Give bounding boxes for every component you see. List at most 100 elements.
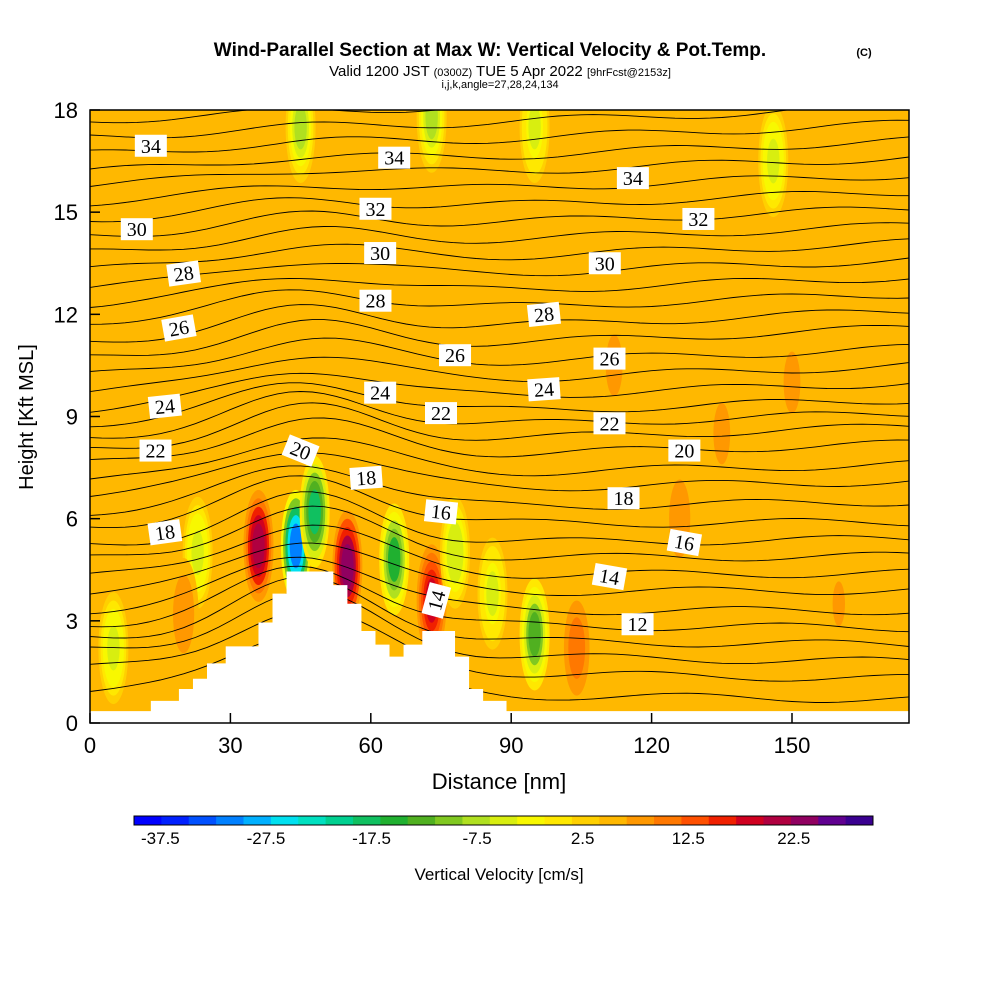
isentrope-line xyxy=(90,437,909,480)
contour-label-text: 22 xyxy=(431,403,451,425)
isentrope-line xyxy=(90,110,791,139)
contour-label: 18 xyxy=(607,487,640,510)
y-axis-ticks: 0 3 6 9 12 15 18 xyxy=(54,98,100,736)
contour-label-text: 34 xyxy=(141,136,161,158)
colorbar-swatch xyxy=(352,816,381,825)
chart-subtitle-indices: i,j,k,angle=27,28,24,134 xyxy=(441,79,558,91)
colorbar-tick-label: -17.5 xyxy=(352,829,391,848)
w-anomaly-cell xyxy=(388,537,401,582)
contour-label-text: 26 xyxy=(167,316,191,341)
w-anomaly-cell xyxy=(107,625,120,671)
contour-label-box xyxy=(423,499,459,525)
contour-label-text: 34 xyxy=(384,148,404,170)
contour-label-box xyxy=(147,393,182,419)
colorbar-swatch xyxy=(188,816,217,825)
w-anomaly-cell xyxy=(528,110,541,150)
contour-label-box xyxy=(364,381,397,404)
contour-label-box xyxy=(425,402,457,425)
contour-label-box xyxy=(666,528,703,557)
colorbar-swatch xyxy=(818,816,847,825)
w-anomaly-cell xyxy=(425,110,438,140)
w-anomaly-cell xyxy=(448,530,462,576)
contour-labels: 34 34 34 32 32 30 30 30 28 28 28 26 26 26 24 24 24 22 22 22… xyxy=(120,134,715,636)
contour-label-box xyxy=(281,434,320,467)
contour-label: 28 xyxy=(526,301,562,327)
isentrope-line xyxy=(90,491,909,546)
colorbar-swatch xyxy=(407,816,436,825)
isentrope-line xyxy=(90,608,909,682)
isentrope-line xyxy=(90,590,909,665)
colorbar-swatch xyxy=(626,816,655,825)
isentrope-line xyxy=(90,136,909,170)
colorbar-swatch xyxy=(270,816,299,825)
colorbar-swatch xyxy=(462,816,491,825)
subtitle-utc: (0300Z) xyxy=(434,67,473,79)
contour-label-text: 28 xyxy=(365,291,385,313)
contour-label-box xyxy=(439,344,472,367)
colorbar-swatch xyxy=(599,816,628,825)
colorbar-swatch xyxy=(544,816,573,825)
contour-label-text: 28 xyxy=(533,303,555,327)
colorbar-swatch xyxy=(380,816,409,825)
w-anomaly-cell xyxy=(673,496,686,542)
contour-label: 18 xyxy=(147,519,183,546)
contour-label-text: 24 xyxy=(370,383,390,405)
contour-label-text: 32 xyxy=(688,209,708,231)
colorbar-swatch xyxy=(134,816,162,825)
isentrope-line xyxy=(90,524,909,579)
contour-label-text: 26 xyxy=(599,349,619,371)
plot-area: 34 34 34 32 32 30 30 30 28 28 28 26 26 26 24 24 24 22 22 22… xyxy=(90,110,909,723)
isentrope-line xyxy=(90,452,909,497)
colorbar-swatch xyxy=(216,816,244,825)
y-tick-label: 15 xyxy=(54,200,78,225)
contour-label: 18 xyxy=(349,465,383,490)
isentrope-line xyxy=(90,505,909,562)
contour-label: 20 xyxy=(668,439,701,463)
isentrope-line xyxy=(90,475,909,529)
isentrope-line xyxy=(90,556,909,616)
contour-label-text: 30 xyxy=(127,219,147,241)
colorbar-label: Vertical Velocity [cm/s] xyxy=(414,865,583,884)
colorbar-tick-labels: -37.5 -27.5 -17.5 -7.5 2.5 12.5 22.5 xyxy=(141,829,810,848)
w-anomaly-cell xyxy=(832,581,845,627)
contour-label: 32 xyxy=(359,197,392,221)
colorbar-swatch xyxy=(325,816,354,825)
isentrope-line xyxy=(90,257,909,288)
contour-label-box xyxy=(161,314,197,342)
colorbar-swatch xyxy=(571,816,600,825)
contour-label-box xyxy=(120,218,153,241)
isentrope-line xyxy=(90,565,909,633)
w-anomaly-cell xyxy=(308,489,321,535)
contour-label: 26 xyxy=(439,344,472,367)
contour-label-text: 32 xyxy=(365,199,385,221)
contour-label: 30 xyxy=(588,252,621,275)
isentrope-line xyxy=(90,542,909,597)
contour-label: 12 xyxy=(621,613,654,636)
colorbar-tick-label: -37.5 xyxy=(141,829,180,848)
contour-label-box xyxy=(668,439,701,462)
colorbar-swatch xyxy=(435,816,463,825)
subtitle-date: TUE 5 Apr 2022 xyxy=(476,63,583,80)
w-anomaly-cell xyxy=(570,625,583,671)
contour-label-box xyxy=(616,167,649,190)
isentrope-line xyxy=(90,576,909,648)
contour-label-box xyxy=(621,613,654,636)
w-anomaly-cell xyxy=(294,110,307,150)
w-anomaly-cell xyxy=(767,138,780,184)
contour-label: 16 xyxy=(666,528,703,557)
isentrope-line xyxy=(90,222,909,251)
w-anomaly-cell xyxy=(486,571,499,616)
contour-label: 30 xyxy=(364,242,397,265)
contour-label-box xyxy=(166,260,201,287)
contour-label-box xyxy=(421,582,452,619)
contour-label-box xyxy=(359,289,392,312)
colorbar-swatch xyxy=(243,816,272,825)
isentrope-line xyxy=(90,289,909,325)
colorbar-tick-label: 12.5 xyxy=(672,829,705,848)
contour-label-text: 30 xyxy=(595,253,615,275)
subtitle-fcst: [9hrFcst@2153z] xyxy=(587,67,671,79)
chart-title-mark: (C) xyxy=(856,47,872,59)
contour-label-text: 16 xyxy=(672,531,696,556)
colorbar-swatch xyxy=(489,816,518,825)
contour-label: 28 xyxy=(359,289,392,313)
